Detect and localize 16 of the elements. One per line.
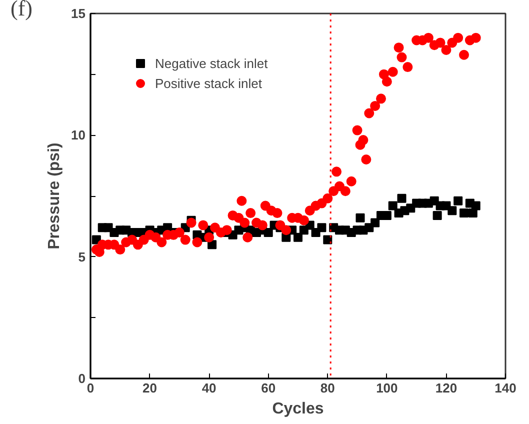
x-tick-label: 20 <box>142 380 158 396</box>
x-axis-title: Cycles <box>272 400 324 418</box>
x-tick-label: 100 <box>376 380 398 396</box>
y-tick-label: 10 <box>71 128 86 143</box>
legend-label: Negative stack inlet <box>155 56 268 70</box>
x-tick-label: 140 <box>494 380 516 396</box>
x-tick-label: 40 <box>202 380 216 396</box>
x-tick-label: 80 <box>320 380 335 396</box>
y-tick-label: 15 <box>71 6 86 21</box>
text: (f) <box>10 0 32 20</box>
y-tick-label: 0 <box>78 371 86 386</box>
legend-label: Positive stack inlet <box>155 76 262 90</box>
x-tick-label: 60 <box>261 380 276 396</box>
x-tick-label: 120 <box>435 380 458 396</box>
y-axis-title: Pressure (psi) <box>46 142 64 250</box>
y-tick-label: 5 <box>78 249 86 264</box>
